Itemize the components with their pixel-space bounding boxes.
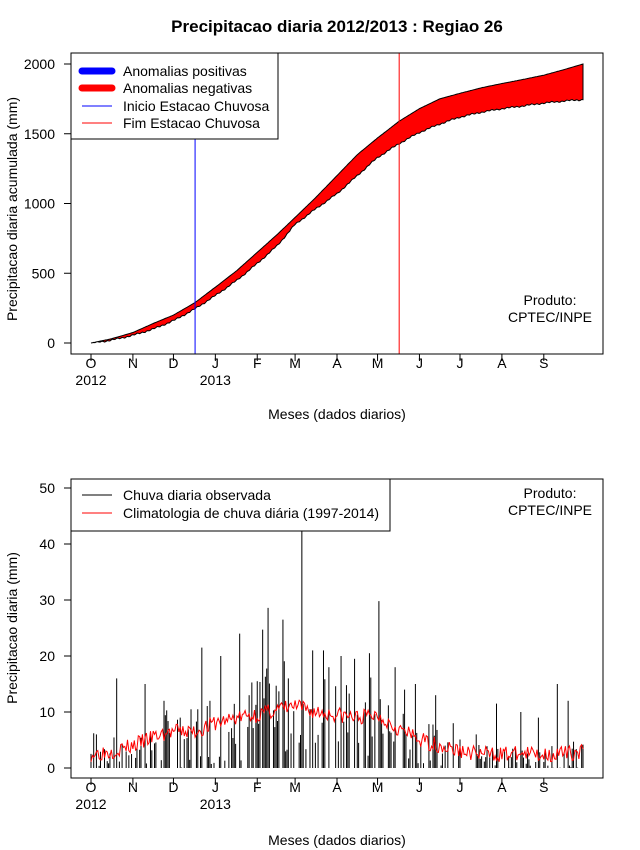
legend-label-positive: Anomalias positivas bbox=[123, 63, 247, 79]
climatology-line bbox=[90, 699, 584, 763]
accumulated-chart: 0 500 1000 1500 2000 O N D J F M A M J J A S 2012 2013 Me… bbox=[4, 52, 604, 422]
observed-bars-layer bbox=[90, 502, 584, 768]
y-tick-label: 0 bbox=[47, 335, 55, 351]
product-label: Produto: bbox=[524, 292, 577, 308]
x-axis-label: Meses (dados diarios) bbox=[268, 406, 406, 422]
year-label: 2013 bbox=[200, 372, 231, 388]
y-tick-label: 0 bbox=[47, 760, 55, 776]
x-tick-label: N bbox=[128, 355, 138, 371]
x-tick-label: J bbox=[212, 355, 219, 371]
y-axis-label: Precipitacao diaria acumulada (mm) bbox=[4, 97, 20, 321]
year-label: 2013 bbox=[200, 796, 231, 812]
y-tick-label: 30 bbox=[39, 592, 55, 608]
anomaly-area-layer bbox=[90, 63, 584, 344]
year-label: 2012 bbox=[75, 796, 106, 812]
x-tick-label: J bbox=[416, 355, 423, 371]
x-tick-label: S bbox=[539, 779, 548, 795]
product-source: CPTEC/INPE bbox=[508, 502, 592, 518]
x-tick-label: S bbox=[539, 355, 548, 371]
y-tick-label: 1000 bbox=[24, 196, 55, 212]
chart-title: Precipitacao diaria 2012/2013 : Regiao 2… bbox=[171, 17, 503, 36]
y-tick-label: 500 bbox=[32, 265, 56, 281]
legend-label-observed: Chuva diaria observada bbox=[123, 487, 271, 503]
product-source: CPTEC/INPE bbox=[508, 309, 592, 325]
x-tick-label: N bbox=[128, 779, 138, 795]
legend: Chuva diaria observada Climatologia de c… bbox=[70, 478, 391, 532]
x-tick-label: J bbox=[457, 779, 464, 795]
x-tick-label: M bbox=[289, 779, 301, 795]
x-tick-label: D bbox=[168, 779, 178, 795]
negative-anomaly-area bbox=[90, 63, 584, 344]
daily-chart: 0 10 20 30 40 50 O N D J F M A M J J A S 2012 2013 Meses (… bbox=[4, 478, 604, 848]
x-tick-label: A bbox=[497, 779, 507, 795]
x-tick-label: M bbox=[372, 779, 384, 795]
x-axis-label: Meses (dados diarios) bbox=[268, 832, 406, 848]
x-axis: O N D J F M A M J J A S 2012 2013 bbox=[75, 353, 548, 388]
y-axis: 0 10 20 30 40 50 bbox=[39, 480, 72, 776]
y-tick-label: 20 bbox=[39, 648, 55, 664]
legend: Anomalias positivas Anomalias negativas … bbox=[70, 52, 279, 140]
x-tick-label: F bbox=[253, 779, 262, 795]
x-tick-label: A bbox=[497, 355, 507, 371]
x-tick-label: A bbox=[332, 355, 342, 371]
x-tick-label: O bbox=[86, 779, 97, 795]
legend-label-negative: Anomalias negativas bbox=[123, 80, 252, 96]
legend-label-start: Inicio Estacao Chuvosa bbox=[123, 98, 270, 114]
legend-label-climatology: Climatologia de chuva diária (1997-2014) bbox=[123, 505, 379, 521]
y-tick-label: 40 bbox=[39, 536, 55, 552]
x-tick-label: J bbox=[212, 779, 219, 795]
y-tick-label: 50 bbox=[39, 480, 55, 496]
y-tick-label: 1500 bbox=[24, 126, 55, 142]
y-tick-label: 10 bbox=[39, 704, 55, 720]
legend-label-end: Fim Estacao Chuvosa bbox=[123, 115, 260, 131]
x-tick-label: O bbox=[86, 355, 97, 371]
y-tick-label: 2000 bbox=[24, 56, 55, 72]
x-tick-label: J bbox=[416, 779, 423, 795]
x-tick-label: M bbox=[289, 355, 301, 371]
y-axis: 0 500 1000 1500 2000 bbox=[24, 56, 72, 351]
x-tick-label: M bbox=[372, 355, 384, 371]
legend-box bbox=[70, 478, 391, 532]
x-tick-label: F bbox=[253, 355, 262, 371]
legend-box bbox=[70, 52, 279, 140]
x-tick-label: J bbox=[457, 355, 464, 371]
y-axis-label: Precipitacao diaria (mm) bbox=[4, 552, 20, 704]
x-tick-label: A bbox=[332, 779, 342, 795]
product-label: Produto: bbox=[524, 485, 577, 501]
x-tick-label: D bbox=[168, 355, 178, 371]
x-axis: O N D J F M A M J J A S 2012 2013 bbox=[75, 777, 548, 812]
year-label: 2012 bbox=[75, 372, 106, 388]
